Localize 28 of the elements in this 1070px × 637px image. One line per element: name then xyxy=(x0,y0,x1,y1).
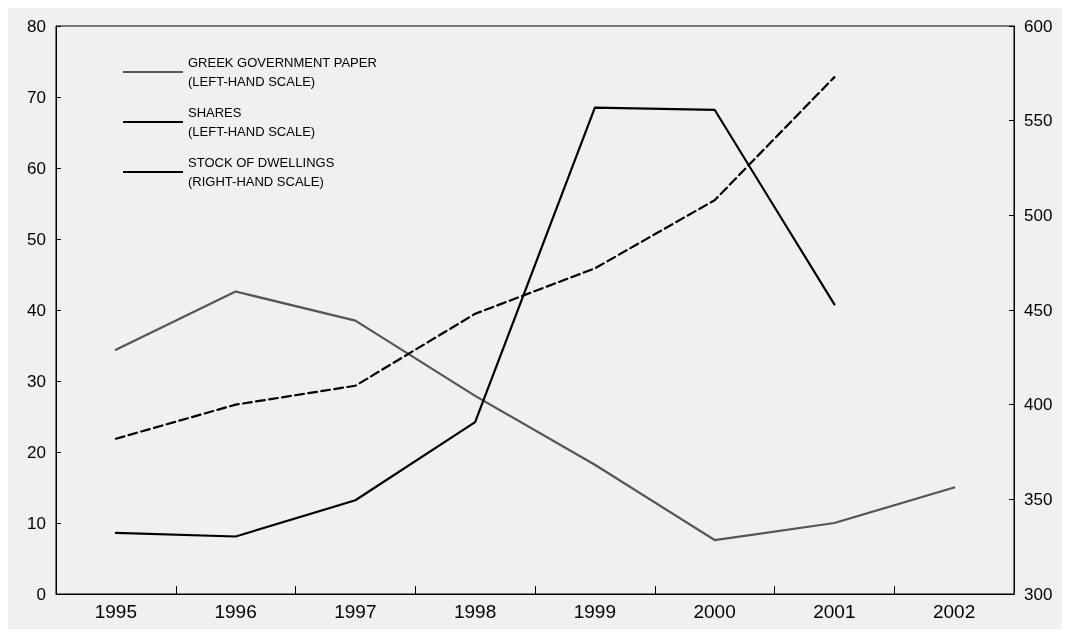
y2-tick-label: 300 xyxy=(1024,584,1053,604)
y-tick-label: 50 xyxy=(27,229,46,249)
y-tick-label: 70 xyxy=(27,87,46,107)
x-tick-label: 1999 xyxy=(573,601,617,622)
legend-label: GREEK GOVERNMENT PAPER (LEFT-HAND SCALE) xyxy=(188,55,377,89)
y-tick-label: 20 xyxy=(27,442,46,462)
y-tick-label: 10 xyxy=(27,513,46,533)
x-tick-label: 1998 xyxy=(453,601,497,622)
y2-tick-label: 500 xyxy=(1024,205,1053,225)
y2-tick-label: 350 xyxy=(1024,489,1053,509)
y2-tick-label: 450 xyxy=(1024,300,1053,320)
x-tick-label: 2002 xyxy=(932,601,976,622)
y-tick-label: 80 xyxy=(27,16,46,36)
legend-label: SHARES (LEFT-HAND SCALE) xyxy=(188,105,316,139)
x-tick-label: 1997 xyxy=(334,601,377,622)
y-tick-label: 30 xyxy=(27,371,46,391)
y-tick-label: 40 xyxy=(27,300,46,320)
legend-label: STOCK OF DWELLINGS (RIGHT-HAND SCALE) xyxy=(188,155,335,189)
x-tick-label: 1995 xyxy=(94,601,138,622)
y-tick-label: 0 xyxy=(36,584,46,604)
x-tick-label: 1996 xyxy=(214,601,257,622)
y2-tick-label: 400 xyxy=(1024,395,1053,415)
x-tick-label: 2000 xyxy=(693,601,736,622)
line-series xyxy=(114,290,956,542)
x-tick-label: 2001 xyxy=(813,601,856,622)
y2-tick-label: 600 xyxy=(1024,16,1053,36)
y-tick-label: 60 xyxy=(27,158,46,178)
y2-tick-label: 550 xyxy=(1024,111,1053,131)
